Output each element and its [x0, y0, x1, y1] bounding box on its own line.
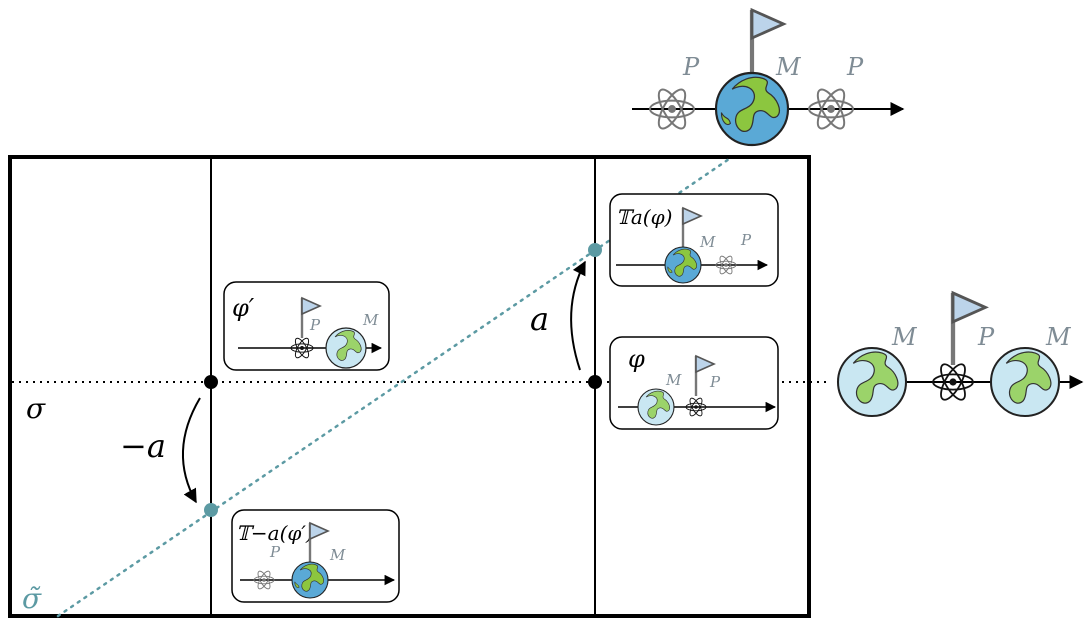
panel-title: φ	[628, 345, 645, 373]
earth-icon	[291, 561, 329, 599]
panel-phi-prime: φ′ P M	[223, 281, 390, 371]
right-label-m-left: M	[891, 323, 918, 351]
panel-title: φ′	[232, 294, 255, 322]
top-label-m: M	[775, 53, 802, 81]
top-label-p-right: P	[846, 53, 864, 81]
panel-box	[609, 193, 779, 287]
minus-a-label: −a	[120, 427, 166, 465]
label-p: P	[269, 543, 281, 561]
panel-title: 𝕋−a(φ′)	[236, 521, 314, 545]
right-diagram: M P M	[836, 293, 1084, 418]
earth-icon	[714, 71, 790, 147]
label-m: M	[362, 311, 379, 329]
earth-icon	[637, 388, 675, 426]
a-label: a	[530, 300, 549, 338]
outer-border	[8, 155, 811, 618]
label-m: M	[329, 546, 346, 564]
earth-icon	[989, 346, 1061, 418]
sigma-tilde-point-left	[204, 503, 218, 517]
earth-icon	[836, 346, 908, 418]
label-m: M	[699, 233, 716, 251]
earth-icon	[664, 246, 702, 284]
panel-t-a-phi: 𝕋a(φ) M P	[609, 193, 779, 287]
top-label-p-left: P	[682, 53, 700, 81]
label-p: P	[709, 373, 721, 391]
sigma-point-right	[588, 375, 602, 389]
sigma-point-left	[204, 375, 218, 389]
minus-a-arrow	[181, 397, 201, 504]
sigma-tilde-label: σ̃	[22, 582, 42, 615]
right-label-m-right: M	[1045, 323, 1072, 351]
top-diagram: P M P	[632, 10, 905, 147]
panel-title: 𝕋a(φ)	[616, 205, 672, 229]
sigma-tilde-point-right	[588, 243, 602, 257]
sigma-label: σ	[26, 392, 46, 425]
label-p: P	[309, 316, 321, 334]
label-p: P	[740, 231, 752, 249]
right-label-p: P	[977, 323, 995, 351]
a-arrow	[570, 260, 586, 371]
panel-phi: φ M P	[609, 336, 779, 430]
panel-t-minus-a-phi-prime: 𝕋−a(φ′) P M	[231, 509, 400, 603]
earth-icon	[325, 327, 367, 369]
label-m: M	[665, 371, 682, 389]
